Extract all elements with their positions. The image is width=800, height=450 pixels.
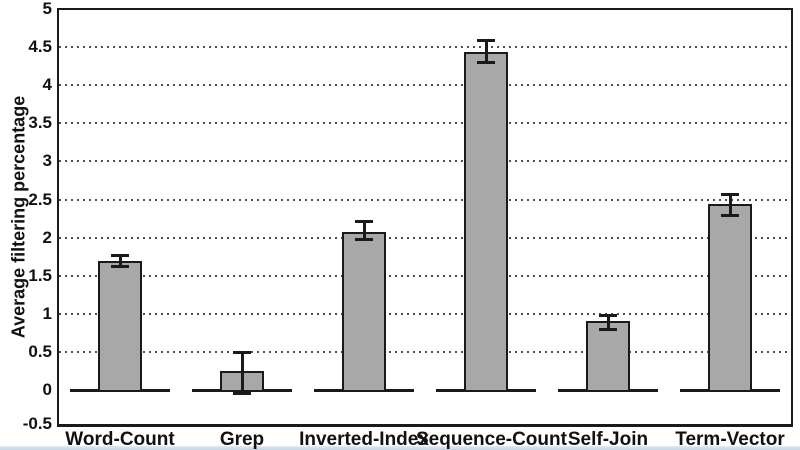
error-bar-cap bbox=[355, 238, 373, 242]
y-tick-label: 0 bbox=[42, 380, 52, 399]
error-bar-cap bbox=[599, 328, 617, 331]
y-tick-label: 5 bbox=[42, 0, 52, 18]
error-bar-line bbox=[240, 351, 244, 393]
plot-area bbox=[57, 8, 793, 427]
x-category-label: Self-Join bbox=[567, 429, 649, 450]
gridline bbox=[59, 236, 791, 239]
error-bar-line bbox=[606, 315, 610, 329]
error-bar-cap bbox=[721, 213, 739, 217]
y-tick-label: -0.5 bbox=[22, 414, 52, 433]
bar bbox=[464, 52, 508, 392]
gridline bbox=[59, 274, 791, 277]
error-bar-cap bbox=[111, 254, 129, 258]
error-bar-cap bbox=[477, 38, 495, 42]
error-bar-cap bbox=[111, 264, 129, 268]
bottom-strip bbox=[0, 446, 800, 450]
error-bar-cap bbox=[477, 61, 495, 65]
y-tick-label: 4 bbox=[42, 75, 52, 95]
y-tick-label: 4.5 bbox=[28, 37, 52, 57]
bar bbox=[342, 231, 386, 392]
x-category-label: Grep bbox=[219, 429, 265, 450]
error-bar-cap bbox=[233, 392, 251, 395]
gridline bbox=[59, 46, 791, 49]
error-bar-line bbox=[118, 255, 122, 266]
bar bbox=[586, 321, 630, 392]
gridline bbox=[59, 198, 791, 201]
y-tick-label: 1 bbox=[42, 303, 52, 323]
bar bbox=[708, 204, 752, 392]
error-bar-cap bbox=[233, 350, 251, 354]
error-bar-cap bbox=[599, 314, 617, 318]
y-tick-label: 3 bbox=[42, 151, 52, 171]
gridline bbox=[59, 160, 791, 163]
gridline bbox=[59, 350, 791, 353]
x-category-label: Sequence-Count bbox=[416, 429, 567, 450]
error-bar-cap bbox=[721, 193, 739, 197]
x-category-label: Inverted-Index bbox=[299, 429, 429, 450]
y-tick-label: 3.5 bbox=[28, 113, 52, 133]
x-category-label: Word-Count bbox=[65, 429, 175, 450]
y-tick-label: 2 bbox=[42, 227, 52, 247]
y-tick-label: 0.5 bbox=[28, 341, 52, 361]
bar bbox=[98, 260, 142, 392]
error-bar-line bbox=[484, 39, 488, 63]
error-bar-cap bbox=[355, 219, 373, 223]
gridline bbox=[59, 312, 791, 315]
x-category-label: Term-Vector bbox=[675, 429, 785, 450]
y-tick-label: 2.5 bbox=[28, 189, 52, 209]
error-bar-line bbox=[728, 194, 732, 215]
gridline bbox=[59, 84, 791, 87]
error-bar-line bbox=[362, 220, 366, 240]
gridline bbox=[59, 122, 791, 125]
y-tick-label: 1.5 bbox=[28, 265, 52, 285]
